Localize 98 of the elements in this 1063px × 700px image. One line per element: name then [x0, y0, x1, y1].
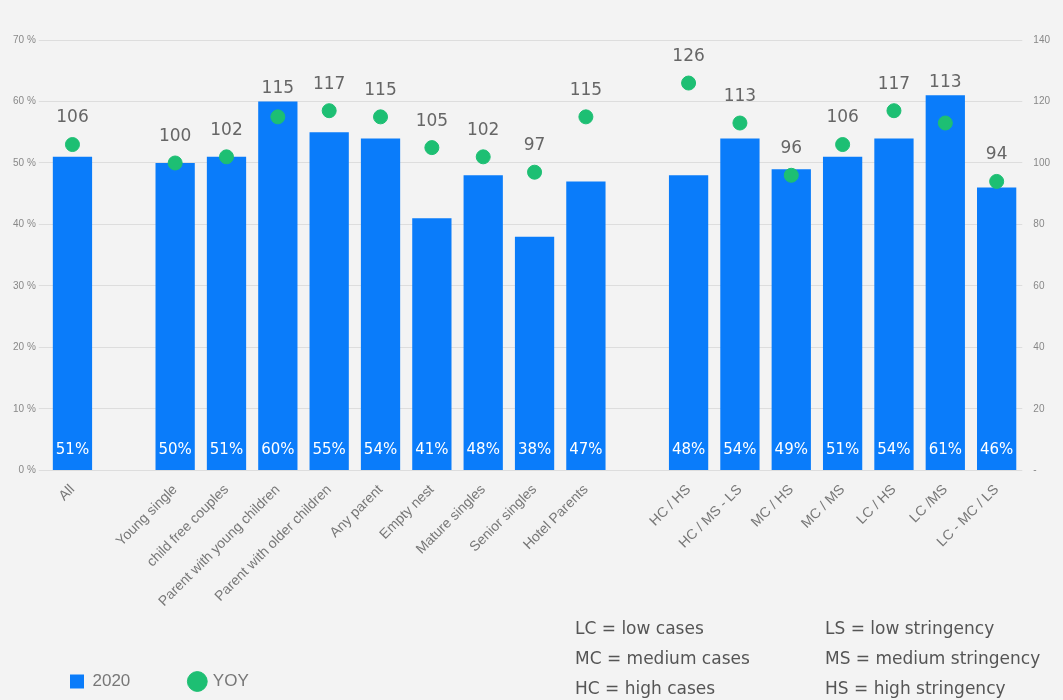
y-tick-label: 10 % — [13, 402, 36, 414]
text: MS = medium stringency — [825, 648, 1042, 670]
data-label: 113 — [929, 71, 962, 92]
bar — [155, 162, 195, 470]
point — [373, 109, 389, 125]
data-label: 54% — [363, 440, 398, 459]
point — [937, 115, 953, 131]
y2-tick-label: - — [1033, 464, 1037, 476]
data-label: 41% — [415, 440, 449, 459]
data-label: 50% — [158, 440, 192, 459]
data-label: 102 — [466, 118, 500, 139]
bar — [412, 218, 452, 470]
text: HS = high stringency — [825, 678, 1007, 700]
data-label: 54% — [877, 440, 911, 459]
point — [681, 75, 697, 91]
x-tick-label: HC / HS — [645, 480, 694, 529]
bar — [668, 175, 709, 470]
data-label: 94 — [985, 143, 1008, 164]
bar — [720, 138, 760, 470]
bar — [874, 138, 914, 470]
data-label: 106 — [826, 106, 859, 127]
data-label: 100 — [158, 124, 192, 145]
point — [886, 103, 902, 119]
point — [218, 149, 234, 165]
y2-tick-label: 40 — [1033, 341, 1045, 353]
point — [835, 137, 851, 153]
point — [783, 167, 799, 183]
legend-label: 2020 — [92, 671, 131, 691]
y2-tick-label: 80 — [1033, 218, 1045, 230]
y2-tick-label: 120 — [1033, 95, 1051, 107]
bar — [360, 138, 401, 470]
data-label: 55% — [312, 440, 346, 459]
data-label: 38% — [517, 440, 552, 459]
data-label: 117 — [312, 72, 346, 93]
y2-tick-label: 20 — [1033, 402, 1045, 414]
data-label: 51% — [55, 440, 90, 459]
data-label: 47% — [569, 440, 603, 459]
bar — [463, 175, 503, 470]
bar — [206, 156, 247, 470]
data-label: 49% — [774, 440, 808, 459]
bar — [566, 181, 606, 470]
point — [64, 137, 80, 153]
data-label: 115 — [261, 77, 295, 98]
bar — [771, 169, 811, 470]
data-label: 61% — [928, 440, 962, 459]
legend-label: YOY — [212, 671, 249, 691]
y-tick-label: 20 % — [13, 341, 36, 353]
y2-tick-label: 60 — [1033, 279, 1045, 291]
data-label: 115 — [364, 78, 397, 99]
point — [732, 115, 748, 131]
x-tick-label: MC / HS — [747, 480, 797, 530]
point — [167, 155, 183, 171]
text: HC = high cases — [575, 678, 717, 700]
data-label: 46% — [979, 440, 1014, 459]
y-tick-label: 60 % — [13, 95, 36, 107]
point — [527, 164, 543, 180]
y-tick-label: 70 % — [13, 33, 36, 45]
point — [270, 109, 286, 125]
bar — [309, 132, 349, 470]
point — [989, 173, 1005, 189]
y-tick-label: 40 % — [13, 218, 36, 230]
x-tick-label: MC / MS — [797, 480, 848, 531]
data-label: 126 — [672, 44, 705, 65]
data-label: 51% — [209, 440, 244, 459]
bar — [822, 156, 863, 470]
y-tick-label: 30 % — [13, 279, 36, 291]
bar — [514, 236, 555, 470]
x-tick-label: All — [55, 480, 78, 504]
bar — [925, 95, 965, 470]
text: MC = medium cases — [575, 648, 751, 670]
data-label: 117 — [877, 72, 911, 93]
data-label: 48% — [671, 440, 706, 459]
y2-tick-label: 140 — [1033, 33, 1051, 45]
data-label: 96 — [780, 137, 803, 158]
text: LC = low cases — [575, 618, 705, 640]
point — [578, 109, 594, 125]
text: LS = low stringency — [825, 618, 996, 640]
point — [321, 103, 337, 119]
point — [475, 149, 491, 165]
point — [424, 140, 440, 156]
bar — [977, 187, 1017, 470]
bar — [52, 156, 93, 470]
data-label: 113 — [723, 84, 757, 105]
x-tick-label: LC / HS — [852, 480, 899, 527]
y-tick-label: 0 % — [18, 464, 36, 476]
data-label: 60% — [261, 440, 295, 459]
data-label: 105 — [415, 109, 449, 130]
y-tick-label: 50 % — [13, 156, 36, 168]
data-label: 102 — [210, 118, 243, 139]
data-label: 106 — [56, 106, 89, 127]
data-label: 97 — [523, 134, 546, 155]
data-label: 48% — [466, 440, 500, 459]
data-label: 115 — [569, 78, 603, 99]
x-tick-label: LC /MS — [905, 480, 951, 526]
bar — [258, 101, 298, 470]
data-label: 54% — [723, 440, 757, 459]
y2-tick-label: 100 — [1033, 156, 1051, 168]
data-label: 51% — [825, 440, 860, 459]
